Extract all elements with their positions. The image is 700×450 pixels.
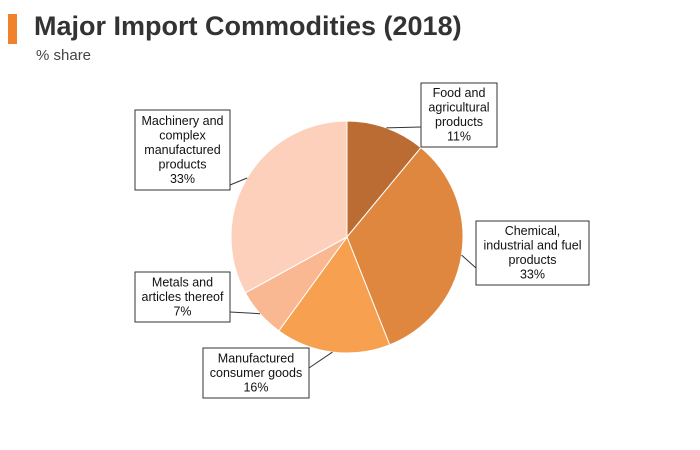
slice-name-label: Machinery and [142, 114, 224, 128]
label-box [134, 109, 231, 191]
pie-slice [278, 235, 391, 354]
slice-name-label: Chemical, [505, 224, 561, 238]
chart-title: Major Import Commodities (2018) [34, 11, 462, 41]
slice-name-label: products [509, 253, 557, 267]
label-leaders [229, 126, 477, 369]
leader-line [229, 311, 261, 315]
slice-name-label: consumer goods [210, 366, 302, 380]
leader-line [229, 177, 248, 186]
leader-line [461, 254, 477, 269]
label-box [420, 82, 498, 148]
slice-percent-label: 33% [170, 172, 195, 186]
pie-slice [346, 120, 422, 239]
pie-slice [346, 146, 464, 346]
slice-name-label: agricultural [428, 101, 489, 115]
pie-slices [230, 120, 464, 354]
label-box [202, 347, 310, 399]
slice-name-label: products [435, 115, 483, 129]
slice-name-label: Food and [433, 86, 486, 100]
slice-labels: Food andagriculturalproducts11%Chemical,… [134, 82, 590, 399]
slice-percent-label: 33% [520, 268, 545, 282]
pie-slice [230, 120, 348, 294]
slice-percent-label: 7% [173, 304, 191, 318]
title-accent-bar [8, 14, 17, 44]
slice-name-label: articles thereof [142, 290, 225, 304]
slice-name-label: products [159, 157, 207, 171]
slice-percent-label: 16% [243, 380, 268, 394]
leader-line [386, 126, 422, 129]
slice-name-label: industrial and fuel [484, 239, 582, 253]
slice-name-label: Metals and [152, 275, 213, 289]
label-box [475, 220, 590, 286]
slice-percent-label: 11% [447, 130, 471, 144]
leader-line [308, 351, 333, 369]
label-box [134, 271, 231, 323]
slice-name-label: complex [159, 128, 206, 142]
chart-subtitle: % share [36, 47, 92, 64]
slice-name-label: Manufactured [218, 351, 294, 365]
slice-label: Machinery andcomplexmanufacturedproducts… [134, 109, 231, 191]
slice-name-label: manufactured [144, 143, 220, 157]
